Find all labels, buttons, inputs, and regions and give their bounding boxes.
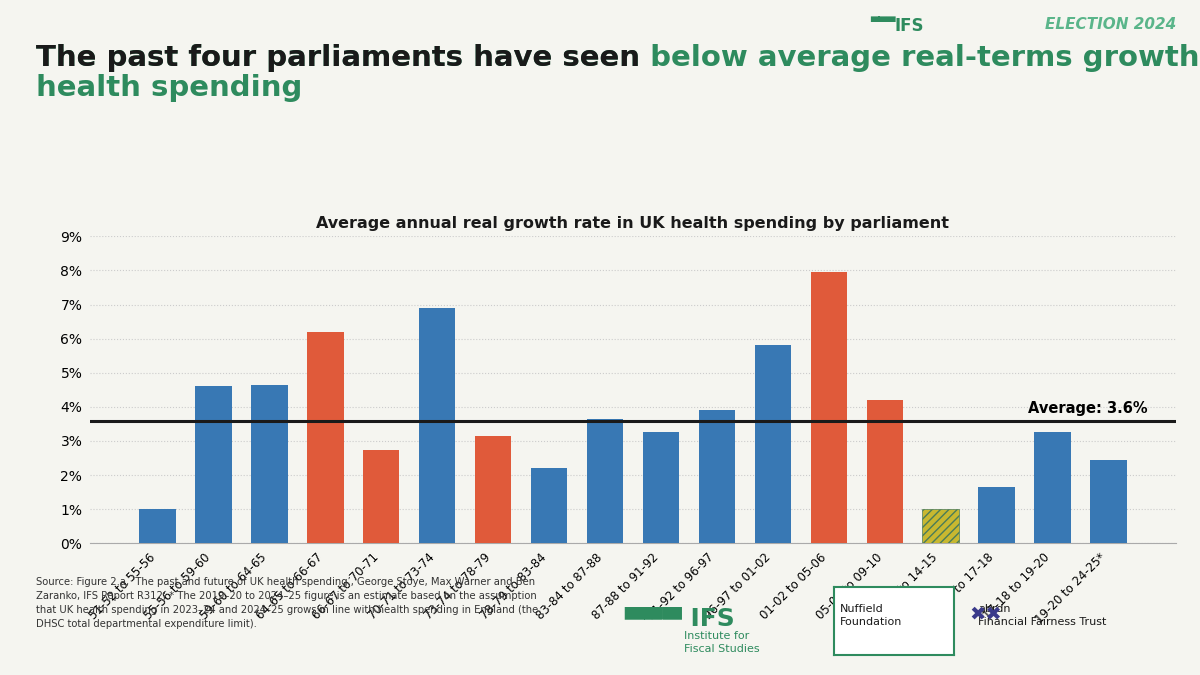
Text: The past four parliaments have seen: The past four parliaments have seen [36, 44, 650, 72]
Text: Average: 3.6%: Average: 3.6% [1028, 402, 1147, 416]
Text: Institute for
Fiscal Studies: Institute for Fiscal Studies [684, 631, 760, 653]
Text: Nuffield
Foundation: Nuffield Foundation [840, 604, 902, 626]
Bar [755, 346, 791, 543]
Text: Average annual real growth rate in UK health spending by parliament: Average annual real growth rate in UK he… [317, 216, 949, 231]
Bar [923, 509, 959, 543]
Bar [810, 272, 847, 543]
Bar [307, 332, 343, 543]
Text: ELECTION 2024: ELECTION 2024 [1045, 17, 1176, 32]
Bar [196, 386, 232, 543]
Bar [364, 450, 400, 543]
Text: Source: Figure 2.a, ‘The past and future of UK health spending’, George Stoye, M: Source: Figure 2.a, ‘The past and future… [36, 577, 539, 629]
Bar [643, 433, 679, 543]
Bar [1034, 433, 1070, 543]
Text: The past four parliaments have seen below average real-terms growth in UK
health: The past four parliaments have seen belo… [36, 44, 1200, 102]
Bar [251, 385, 288, 543]
Text: IFS: IFS [894, 17, 924, 35]
Bar [475, 436, 511, 543]
Bar [139, 509, 175, 543]
Bar [866, 400, 902, 543]
Text: abrdn
Financial Fairness Trust: abrdn Financial Fairness Trust [978, 604, 1106, 626]
Text: ✖✖: ✖✖ [970, 604, 1002, 623]
Bar [1091, 460, 1127, 543]
Bar [587, 418, 623, 543]
Text: ▀▀▀ IFS: ▀▀▀ IFS [624, 608, 734, 632]
Bar [978, 487, 1015, 543]
Bar [698, 410, 736, 543]
Text: ▀▀▀: ▀▀▀ [870, 17, 895, 27]
Bar [419, 308, 456, 543]
Bar [530, 468, 568, 543]
